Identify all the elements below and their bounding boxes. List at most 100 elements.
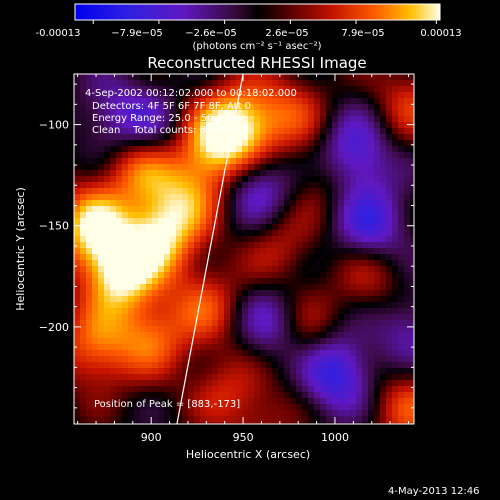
heatmap-cell: [404, 176, 411, 183]
heatmap-cell: [140, 380, 147, 387]
heatmap-cell: [368, 380, 375, 387]
heatmap-cell: [350, 146, 357, 153]
heatmap-cell: [260, 410, 267, 417]
heatmap-cell: [266, 230, 273, 237]
heatmap-cell: [362, 104, 369, 111]
heatmap-cell: [254, 392, 261, 399]
heatmap-cell: [146, 374, 153, 381]
heatmap-cell: [404, 392, 411, 399]
heatmap-cell: [182, 386, 189, 393]
heatmap-cell: [356, 326, 363, 333]
heatmap-cell: [110, 116, 117, 123]
heatmap-cell: [182, 350, 189, 357]
heatmap-cell: [236, 86, 243, 93]
heatmap-cell: [344, 266, 351, 273]
heatmap-cell: [218, 320, 225, 327]
heatmap-cell: [398, 338, 405, 345]
heatmap-cell: [356, 260, 363, 267]
heatmap-cell: [230, 404, 237, 411]
heatmap-cell: [278, 392, 285, 399]
heatmap-cell: [272, 398, 279, 405]
heatmap-cell: [176, 422, 183, 424]
heatmap-cell: [164, 194, 171, 201]
heatmap-cell: [368, 314, 375, 321]
heatmap-cell: [128, 206, 135, 213]
heatmap-cell: [248, 374, 255, 381]
heatmap-cell: [344, 410, 351, 417]
heatmap-cell: [86, 356, 93, 363]
heatmap-cell: [320, 320, 327, 327]
heatmap-cell: [260, 218, 267, 225]
heatmap-cell: [218, 356, 225, 363]
heatmap-cell: [290, 242, 297, 249]
heatmap-cell: [170, 134, 177, 141]
heatmap-cell: [344, 98, 351, 105]
heatmap-cell: [410, 200, 414, 207]
heatmap-cell: [326, 230, 333, 237]
heatmap-cell: [92, 344, 99, 351]
heatmap-cell: [236, 314, 243, 321]
heatmap-cell: [284, 146, 291, 153]
heatmap-cell: [164, 356, 171, 363]
heatmap-cell: [218, 146, 225, 153]
heatmap-cell: [134, 278, 141, 285]
colorbar: [74, 3, 441, 21]
heatmap-cell: [164, 350, 171, 357]
heatmap-cell: [224, 422, 231, 424]
heatmap-cell: [80, 122, 87, 129]
y-tick-label: −200: [39, 321, 69, 334]
heatmap-cell: [398, 398, 405, 405]
heatmap-cell: [368, 386, 375, 393]
heatmap-cell: [290, 392, 297, 399]
heatmap-cell: [86, 128, 93, 135]
heatmap-cell: [398, 164, 405, 171]
heatmap-cell: [104, 188, 111, 195]
heatmap-cell: [338, 272, 345, 279]
heatmap-cell: [74, 332, 81, 339]
heatmap-cell: [86, 224, 93, 231]
heatmap-cell: [296, 296, 303, 303]
heatmap-cell: [86, 368, 93, 375]
heatmap-cell: [80, 416, 87, 423]
heatmap-cell: [380, 74, 387, 81]
heatmap-cell: [380, 254, 387, 261]
heatmap-cell: [188, 290, 195, 297]
heatmap-cell: [86, 374, 93, 381]
heatmap-cell: [242, 314, 249, 321]
heatmap-cell: [356, 116, 363, 123]
heatmap-cell: [134, 86, 141, 93]
heatmap-cell: [308, 206, 315, 213]
heatmap-cell: [194, 332, 201, 339]
heatmap-cell: [380, 368, 387, 375]
heatmap-cell: [284, 236, 291, 243]
heatmap-cell: [104, 416, 111, 423]
heatmap-cell: [134, 212, 141, 219]
heatmap-cell: [224, 218, 231, 225]
heatmap-cell: [236, 182, 243, 189]
heatmap-cell: [314, 326, 321, 333]
heatmap-cell: [92, 332, 99, 339]
heatmap-cell: [242, 308, 249, 315]
heatmap-cell: [152, 290, 159, 297]
heatmap-cell: [224, 350, 231, 357]
heatmap-cell: [218, 242, 225, 249]
heatmap-cell: [122, 80, 129, 87]
heatmap-cell: [404, 218, 411, 225]
heatmap-cell: [374, 290, 381, 297]
heatmap-cell: [326, 248, 333, 255]
heatmap-cell: [308, 194, 315, 201]
heatmap-cell: [266, 362, 273, 369]
heatmap-cell: [320, 344, 327, 351]
heatmap-cell: [314, 398, 321, 405]
heatmap-cell: [122, 332, 129, 339]
heatmap-cell: [392, 116, 399, 123]
heatmap-cell: [230, 380, 237, 387]
heatmap-cell: [320, 302, 327, 309]
heatmap-cell: [350, 200, 357, 207]
heatmap-cell: [362, 224, 369, 231]
heatmap-cell: [272, 236, 279, 243]
heatmap-cell: [398, 344, 405, 351]
heatmap-cell: [122, 314, 129, 321]
heatmap-cell: [392, 242, 399, 249]
heatmap-cell: [74, 110, 81, 117]
